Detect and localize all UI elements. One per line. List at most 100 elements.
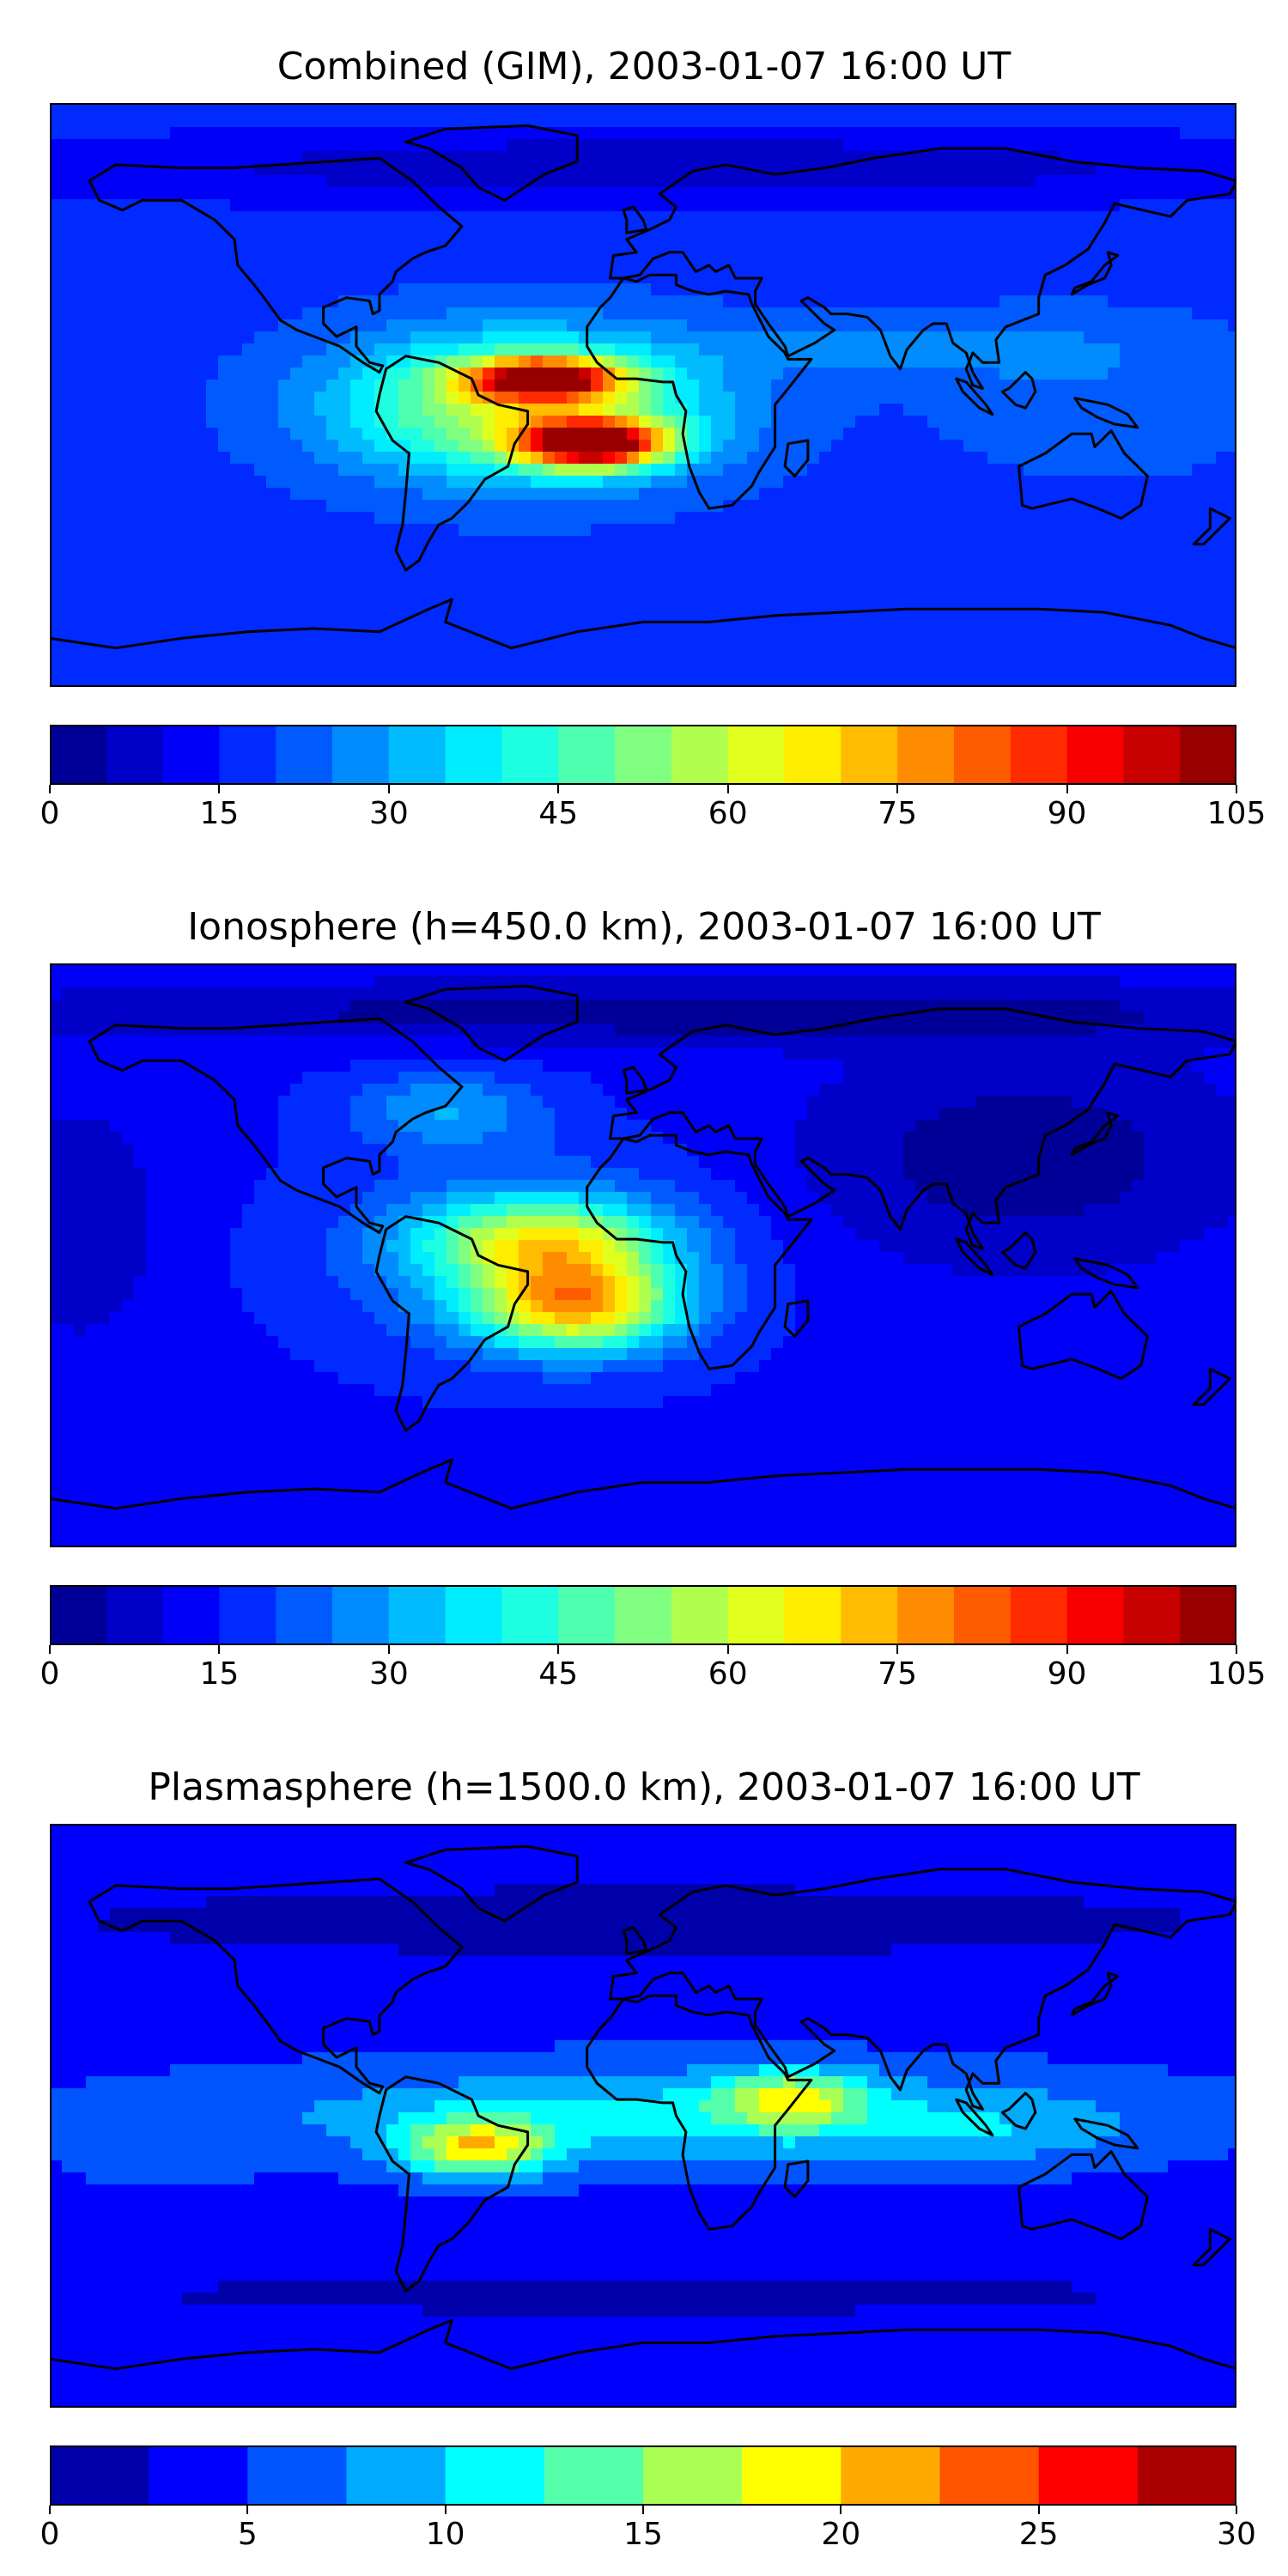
- contour-cell: [519, 452, 532, 465]
- contour-cell: [783, 500, 796, 513]
- contour-cell: [699, 536, 712, 549]
- contour-cell: [471, 536, 483, 549]
- contour-cell: [194, 464, 207, 477]
- contour-cell: [242, 644, 255, 657]
- contour-cell: [951, 500, 964, 513]
- contour-cell: [134, 476, 147, 489]
- contour-cell: [122, 343, 135, 356]
- contour-cell: [242, 368, 255, 380]
- contour-cell: [122, 259, 135, 272]
- contour-cell: [867, 331, 880, 344]
- contour-cell: [999, 404, 1012, 416]
- contour-cell: [314, 127, 327, 140]
- contour-cell: [62, 115, 75, 128]
- contour-cell: [1012, 668, 1024, 681]
- contour-cell: [110, 668, 123, 681]
- contour-cell: [1072, 524, 1084, 537]
- contour-cell: [1048, 139, 1060, 152]
- contour-cell: [891, 668, 904, 681]
- contour-cell: [50, 247, 63, 260]
- contour-cell: [1180, 680, 1193, 687]
- contour-cell: [567, 271, 580, 284]
- contour-cell: [687, 416, 700, 428]
- contour-cell: [819, 548, 832, 561]
- contour-cell: [531, 608, 544, 621]
- contour-cell: [1012, 187, 1024, 200]
- contour-cell: [735, 668, 748, 681]
- contour-cell: [867, 223, 880, 236]
- contour-cell: [266, 175, 279, 188]
- contour-cell: [1192, 428, 1205, 440]
- contour-cell: [350, 596, 363, 609]
- coastline-new-zealand: [1192, 507, 1231, 546]
- contour-cell: [459, 632, 471, 645]
- contour-cell: [254, 963, 267, 976]
- contour-cell: [759, 307, 772, 320]
- contour-cell: [218, 596, 231, 609]
- contour-cell: [663, 355, 676, 368]
- contour-cell: [230, 548, 243, 561]
- contour-cell: [242, 668, 255, 681]
- contour-cell: [891, 103, 904, 116]
- contour-cell: [134, 187, 147, 200]
- contour-cell: [1132, 355, 1145, 368]
- contour-cell: [735, 488, 748, 501]
- contour-cell: [735, 115, 748, 128]
- contour-cell: [567, 584, 580, 597]
- contour-cell: [747, 392, 760, 404]
- contour-cell: [182, 644, 195, 657]
- contour-cell: [1084, 175, 1097, 188]
- contour-cell: [543, 644, 556, 657]
- contour-cell: [915, 584, 928, 597]
- contour-cell: [555, 343, 568, 356]
- contour-cell: [158, 319, 171, 332]
- contour-cell: [1204, 283, 1217, 296]
- contour-cell: [651, 331, 664, 344]
- contour-cell: [170, 259, 183, 272]
- contour-cell: [879, 464, 892, 477]
- contour-cell: [290, 199, 303, 212]
- contour-cell: [963, 235, 976, 248]
- contour-cell: [170, 536, 183, 549]
- contour-cell: [639, 560, 652, 573]
- contour-cell: [591, 175, 604, 188]
- contour-cell: [1108, 295, 1121, 308]
- contour-cell: [615, 500, 628, 513]
- contour-cell: [254, 187, 267, 200]
- contour-cell: [483, 428, 495, 440]
- contour-cell: [1216, 283, 1229, 296]
- contour-cell: [699, 139, 712, 152]
- contour-cell: [675, 187, 688, 200]
- contour-cell: [1096, 283, 1109, 296]
- contour-cell: [314, 644, 327, 657]
- contour-cell: [1036, 668, 1048, 681]
- contour-cell: [459, 259, 471, 272]
- contour-cell: [771, 596, 784, 609]
- contour-cell: [1096, 488, 1109, 501]
- contour-cell: [663, 488, 676, 501]
- contour-cell: [795, 271, 808, 284]
- contour-cell: [723, 524, 736, 537]
- coastline-eurasia: [609, 147, 1236, 390]
- contour-cell: [507, 259, 519, 272]
- contour-cell: [98, 524, 111, 537]
- contour-cell: [242, 572, 255, 585]
- contour-cell: [771, 512, 784, 525]
- contour-cell: [170, 392, 183, 404]
- contour-cell: [543, 211, 556, 224]
- contour-cell: [867, 416, 880, 428]
- contour-cell: [302, 536, 315, 549]
- contour-cell: [963, 163, 976, 176]
- contour-cell: [1048, 187, 1060, 200]
- contour-cell: [1120, 103, 1133, 116]
- contour-cell: [134, 211, 147, 224]
- contour-cell: [1156, 355, 1169, 368]
- contour-cell: [723, 512, 736, 525]
- contour-cell: [867, 115, 880, 128]
- contour-cell: [50, 392, 63, 404]
- contour-cell: [651, 103, 664, 116]
- contour-cell: [326, 307, 339, 320]
- contour-cell: [422, 560, 435, 573]
- contour-cell: [182, 476, 195, 489]
- contour-cell: [963, 127, 976, 140]
